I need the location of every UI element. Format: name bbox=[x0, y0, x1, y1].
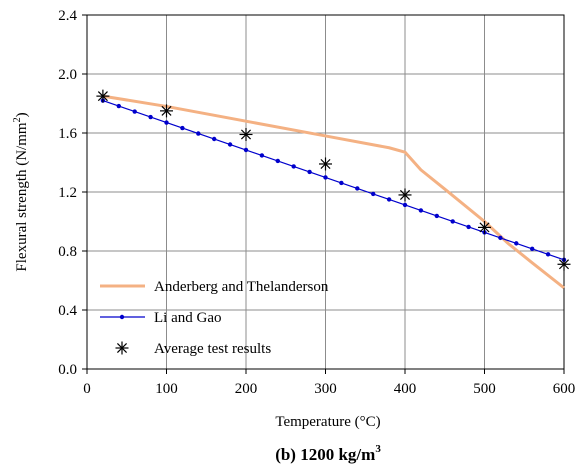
caption-sup: 3 bbox=[375, 443, 381, 455]
y-tick-label: 2.4 bbox=[58, 8, 77, 24]
y-tick-label: 0.0 bbox=[58, 362, 77, 378]
li-gao-point bbox=[243, 147, 249, 153]
y-tick-label: 1.2 bbox=[58, 185, 77, 201]
li-gao-point bbox=[355, 186, 360, 191]
li-gao-point bbox=[212, 136, 217, 142]
y-tick-label: 1.6 bbox=[58, 126, 77, 142]
y-axis-title-end: ) bbox=[14, 112, 30, 117]
li-gao-point bbox=[514, 241, 519, 246]
chart-caption: (b) 1200 kg/m3 bbox=[275, 443, 381, 464]
x-tick-label: 100 bbox=[155, 381, 178, 397]
y-tick-label: 0.8 bbox=[58, 244, 77, 260]
li-gao-point bbox=[498, 235, 503, 241]
axes bbox=[82, 14, 565, 374]
test-result-point bbox=[398, 188, 412, 202]
x-tick-label: 600 bbox=[553, 381, 576, 397]
li-gao-point bbox=[180, 125, 185, 131]
li-gao-point bbox=[196, 131, 201, 136]
li-gao-point bbox=[530, 246, 535, 252]
li-gao-point bbox=[339, 180, 344, 186]
x-tick-label: 0 bbox=[83, 381, 91, 397]
y-axis-title-sup: 2 bbox=[12, 117, 23, 122]
li-gao-point bbox=[291, 164, 296, 169]
x-tick-label: 400 bbox=[394, 381, 417, 397]
gridlines bbox=[87, 15, 564, 369]
test-result-point bbox=[160, 104, 173, 118]
legend-item: Average test results bbox=[115, 341, 271, 357]
li-gao-point bbox=[323, 175, 328, 180]
li-gao-point bbox=[386, 197, 392, 202]
li-gao-point bbox=[307, 169, 312, 175]
y-tick-label: 0.4 bbox=[58, 303, 77, 319]
test-result-point bbox=[478, 220, 491, 234]
li-gao-point bbox=[418, 208, 424, 213]
series-li-gao-line bbox=[102, 99, 565, 261]
x-tick-label: 300 bbox=[314, 381, 337, 397]
li-gao-point bbox=[434, 213, 439, 219]
legend-label: Li and Gao bbox=[154, 310, 221, 326]
li-gao-point bbox=[148, 114, 153, 120]
x-tick-label: 500 bbox=[473, 381, 496, 397]
legend-item: Anderberg and Thelanderson bbox=[100, 279, 329, 295]
test-result-point bbox=[319, 157, 332, 171]
li-gao-point bbox=[116, 103, 122, 109]
test-result-point bbox=[239, 127, 253, 141]
series bbox=[96, 89, 571, 290]
li-gao-point bbox=[545, 252, 551, 257]
li-gao-point bbox=[402, 202, 408, 208]
x-axis-title: Temperature (°C) bbox=[275, 414, 380, 430]
legend-label: Anderberg and Thelanderson bbox=[154, 279, 329, 295]
li-gao-point bbox=[371, 191, 376, 197]
y-tick-label: 2.0 bbox=[58, 67, 77, 83]
legend-item: Li and Gao bbox=[100, 310, 221, 326]
li-gao-point bbox=[227, 142, 233, 147]
li-gao-point bbox=[275, 158, 280, 164]
legend-label: Average test results bbox=[154, 341, 271, 357]
x-tick-label: 200 bbox=[235, 381, 258, 397]
legend-swatch bbox=[115, 341, 129, 355]
series-anderberg-line bbox=[102, 94, 565, 290]
legend-swatch-dot bbox=[119, 314, 125, 320]
caption-main: (b) 1200 kg/m bbox=[275, 445, 375, 464]
test-result-point bbox=[557, 257, 571, 271]
li-gao-point bbox=[164, 120, 169, 125]
li-gao-point bbox=[132, 109, 137, 114]
li-gao-point bbox=[466, 224, 471, 230]
tick-labels: 0 100 200 300 400 500 600 0.0 0.4 0.8 1.2 1.6 2.0 2.4 bbox=[58, 8, 575, 397]
li-gao-point bbox=[259, 153, 265, 158]
legend: Anderberg and Thelanderson Li and Gao Aver… bbox=[100, 279, 329, 357]
y-axis-title: Flexural strength (N/mm2) bbox=[12, 112, 30, 271]
li-gao-point bbox=[450, 219, 455, 224]
y-axis-title-main: Flexural strength (N/mm bbox=[14, 122, 30, 271]
test-result-point bbox=[96, 89, 110, 103]
